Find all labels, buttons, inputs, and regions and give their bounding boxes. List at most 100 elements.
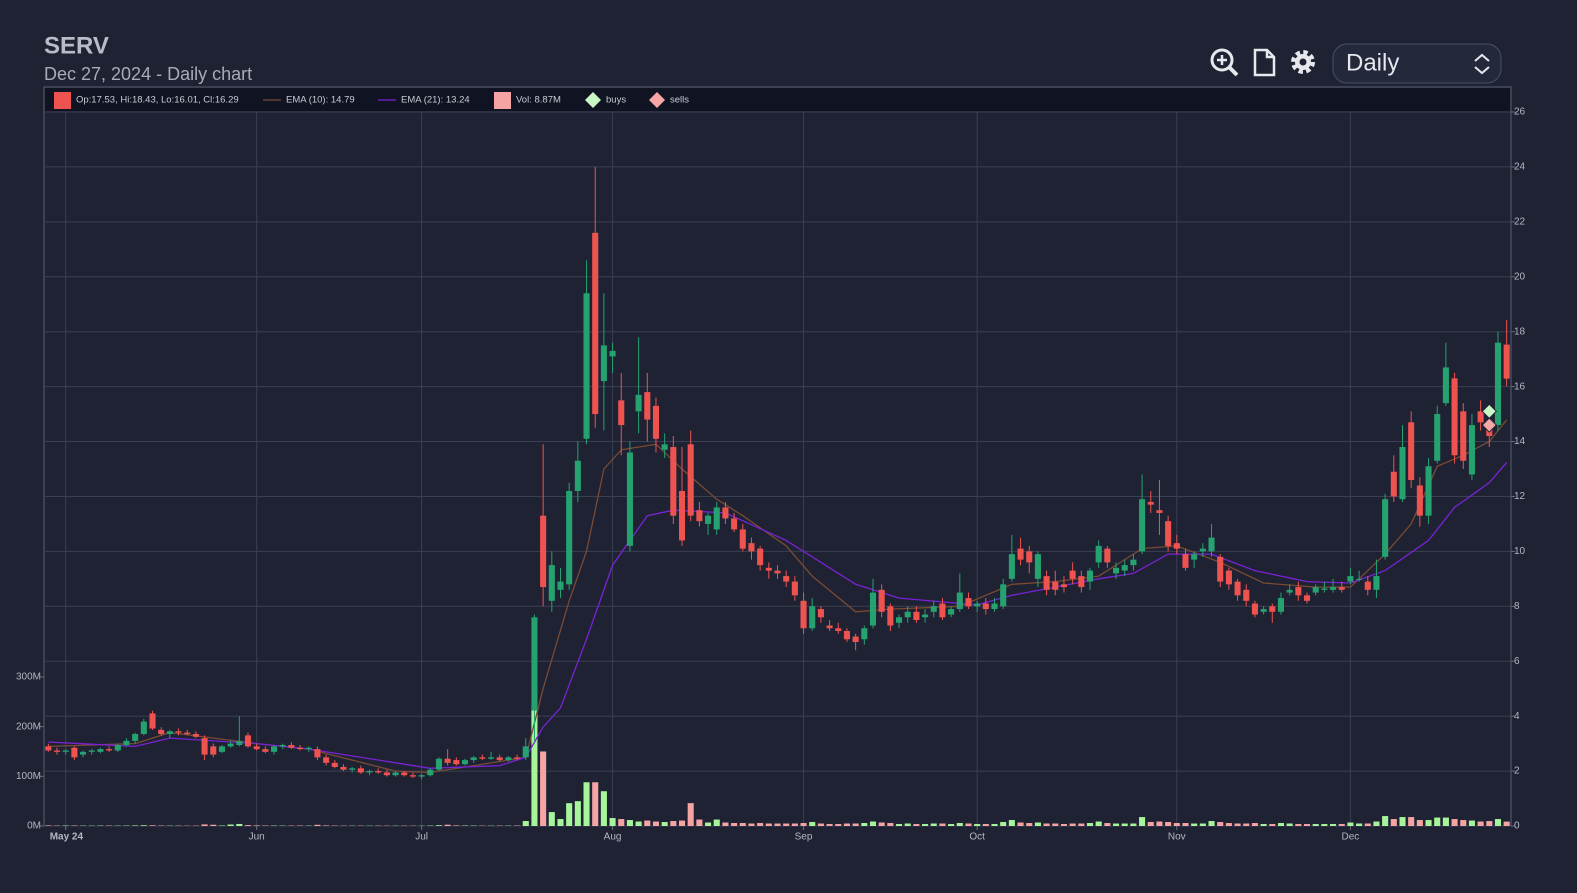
volume-bar — [132, 825, 139, 826]
candle-body — [1113, 567, 1120, 574]
x-tick-label: Nov — [1168, 832, 1186, 843]
candle-body — [731, 518, 738, 530]
legend-swatch — [494, 92, 511, 109]
y-tick-label: 4 — [1514, 711, 1520, 722]
candle-body — [149, 713, 156, 729]
volume-bar — [453, 825, 460, 826]
candle-body — [1425, 466, 1432, 516]
zoom-button[interactable] — [1210, 48, 1239, 77]
candle-body — [982, 603, 989, 610]
candle-body — [1460, 411, 1467, 461]
y2-tick-label: 100M — [16, 771, 41, 782]
volume-bar — [1095, 821, 1102, 826]
candle-body — [948, 609, 955, 615]
volume-bar — [678, 820, 686, 826]
trade-marker — [1481, 417, 1498, 433]
candle-body — [1225, 570, 1232, 585]
candle-body — [652, 405, 660, 439]
volume-bar — [531, 708, 538, 826]
volume-bar — [45, 825, 52, 826]
volume-bar — [618, 819, 625, 826]
legend-label: buys — [606, 95, 626, 106]
candle-body — [71, 747, 78, 758]
volume-bar — [626, 820, 633, 826]
y-tick-label: 2 — [1514, 766, 1520, 777]
candle-body — [791, 581, 798, 596]
candle-body — [1382, 499, 1389, 557]
candle-body — [1347, 576, 1354, 582]
volume-bar — [652, 821, 660, 826]
candle-body — [1147, 501, 1154, 505]
candle-body — [713, 507, 720, 530]
candle-body — [1477, 411, 1484, 423]
candle-body — [626, 452, 633, 546]
volume-bar — [540, 751, 547, 826]
interval-value: Daily — [1346, 49, 1399, 76]
candle-body — [1026, 551, 1033, 563]
volume-bar — [1373, 821, 1380, 826]
candle-body — [314, 749, 321, 758]
candle-body — [236, 740, 243, 745]
volume-bar — [1173, 823, 1180, 826]
candle-body — [956, 592, 963, 610]
volume-bar — [948, 824, 955, 826]
candle-body — [661, 444, 668, 450]
volume-bar — [149, 825, 156, 826]
y-tick-label: 26 — [1514, 107, 1526, 118]
candle-body — [1069, 570, 1076, 579]
volume-bar — [1364, 823, 1371, 826]
volume-bar — [1052, 823, 1059, 826]
volume-bar — [1251, 823, 1258, 826]
volume-bar — [956, 823, 963, 826]
volume-bar — [1113, 823, 1120, 826]
candle-body — [1165, 521, 1172, 546]
volume-bar — [1191, 823, 1198, 826]
interval-select[interactable]: Daily — [1332, 43, 1502, 84]
candle-body — [331, 762, 338, 767]
legend-label: Vol: 8.87M — [516, 95, 561, 106]
candle-body — [1330, 587, 1337, 590]
volume-bar — [713, 819, 720, 826]
candle-body — [88, 750, 95, 752]
volume-bar — [1494, 819, 1502, 826]
x-tick-label: Aug — [604, 832, 622, 843]
volume-bar — [1026, 823, 1033, 826]
volume-bar — [765, 823, 772, 826]
candle-body — [809, 606, 816, 629]
candle-body — [53, 750, 61, 752]
x-tick-label: Jul — [415, 832, 428, 843]
volume-bar — [1260, 824, 1267, 826]
x-tick-label: Sep — [795, 832, 813, 843]
volume-bar — [930, 823, 937, 826]
volume-bar — [609, 818, 616, 826]
volume-bar — [635, 821, 642, 826]
volume-bar — [600, 791, 607, 826]
export-button[interactable] — [1253, 48, 1276, 77]
volume-bar — [696, 819, 703, 826]
volume-bar — [731, 823, 738, 826]
volume-bar — [1199, 823, 1206, 826]
candle-body — [1494, 342, 1502, 426]
candle-body — [1442, 367, 1449, 404]
candle-body — [323, 757, 330, 763]
candle-body — [1321, 588, 1328, 590]
candle-body — [1416, 485, 1423, 516]
candle-body — [852, 636, 859, 643]
candle-body — [670, 447, 677, 516]
candle-body — [62, 750, 69, 752]
settings-button[interactable] — [1291, 50, 1315, 74]
candle-body — [297, 747, 304, 750]
candle-body — [175, 731, 182, 733]
candle-body — [922, 614, 929, 618]
candle-body — [253, 746, 260, 750]
volume-bar — [1034, 822, 1041, 826]
candle-body — [409, 775, 416, 777]
candle-body — [1191, 554, 1198, 560]
candle-body — [583, 293, 590, 439]
candle-body — [600, 345, 607, 382]
candle-body — [1156, 510, 1163, 513]
candle-body — [835, 628, 842, 632]
candle-body — [1086, 570, 1094, 582]
volume-bar — [1017, 822, 1024, 826]
